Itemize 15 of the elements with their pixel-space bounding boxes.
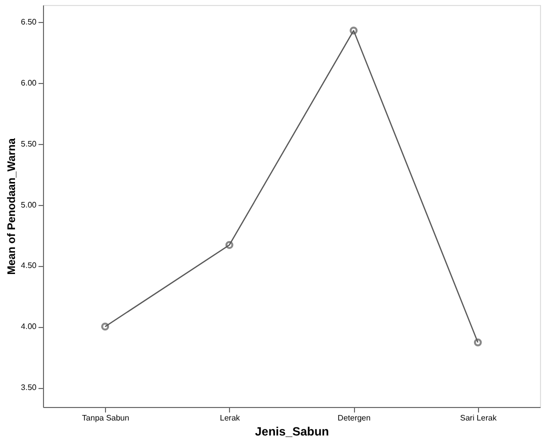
y-tick-label: 3.50: [20, 383, 38, 392]
point: [350, 26, 358, 35]
y-tick-label: 5.50: [20, 139, 38, 148]
y-tick-label: 6.00: [20, 78, 38, 88]
y-tick-label: 4.50: [20, 261, 38, 270]
x-tick-label: Sari Lerak: [460, 414, 498, 422]
y-axis-title: Mean of Penodaan_Warna: [6, 137, 18, 275]
x-axis-title: Jenis_Sabun: [254, 424, 330, 438]
y-tick-label: 5.00: [20, 200, 38, 210]
y-tick-label: 6.50: [20, 18, 38, 27]
x-tick-label: Lerak: [220, 414, 241, 422]
x-tick-label: Detergen: [338, 414, 371, 422]
point: [225, 241, 234, 249]
x-tick-label: Tanpa Sabun: [82, 414, 130, 422]
y-tick-label: 4.00: [20, 322, 38, 332]
